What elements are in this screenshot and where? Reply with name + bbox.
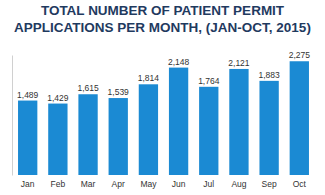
data-label: 1,615: [77, 83, 99, 93]
title-line: TOTAL NUMBER OF PATIENT PERMIT: [41, 3, 285, 18]
title: TOTAL NUMBER OF PATIENT PERMIT APPLICATIO…: [14, 3, 311, 35]
x-tick: Mar: [81, 175, 96, 189]
data-label: 2,121: [228, 58, 250, 68]
chart: TOTAL NUMBER OF PATIENT PERMIT APPLICATIO…: [0, 0, 325, 195]
bar: [109, 98, 128, 175]
x-tick-label: Sep: [262, 179, 277, 189]
y-axis-line: [12, 56, 13, 176]
x-tick: Feb: [51, 175, 66, 189]
x-tick: Jan: [21, 175, 35, 189]
x-tick-label: Mar: [81, 179, 96, 189]
bar: [139, 84, 158, 175]
bar: [290, 61, 309, 175]
bar: [78, 94, 97, 175]
x-tick: Apr: [112, 175, 125, 189]
x-tick-label: Jul: [203, 179, 214, 189]
bar: [259, 81, 278, 175]
x-tick-label: Jan: [21, 179, 35, 189]
bar: [229, 69, 248, 175]
data-label: 1,814: [138, 73, 160, 83]
data-label: 1,539: [108, 87, 130, 97]
bars: [18, 61, 309, 175]
x-tick-label: Oct: [293, 179, 307, 189]
bar: [48, 104, 67, 175]
bar: [199, 87, 218, 175]
data-label: 2,148: [168, 57, 190, 67]
x-tick-label: Apr: [112, 179, 125, 189]
data-label: 1,764: [198, 76, 220, 86]
data-label: 1,489: [17, 90, 39, 100]
data-label: 1,883: [258, 70, 280, 80]
x-tick: May: [140, 175, 157, 189]
x-tick-label: Feb: [51, 179, 66, 189]
bar: [169, 68, 188, 175]
data-labels: 1,489 1,429 1,615 1,539 1,814 2,148 1,764 2,121…: [17, 50, 310, 102]
x-axis: Jan Feb Mar Apr May Jun Jul Aug Sep Oct: [21, 175, 307, 189]
x-tick-label: Aug: [231, 179, 246, 189]
data-label: 1,429: [47, 93, 69, 103]
title-line: APPLICATIONS PER MONTH, (JAN-OCT, 2015): [14, 20, 311, 35]
x-tick-label: May: [140, 179, 157, 189]
data-label: 2,275: [289, 50, 311, 60]
x-tick: Oct: [293, 175, 307, 189]
x-tick: Sep: [262, 175, 277, 189]
x-tick: Jul: [203, 175, 214, 189]
x-tick: Jun: [172, 175, 186, 189]
y-axis: [12, 56, 13, 176]
x-tick: Aug: [231, 175, 246, 189]
x-tick-label: Jun: [172, 179, 186, 189]
bar: [18, 101, 37, 175]
